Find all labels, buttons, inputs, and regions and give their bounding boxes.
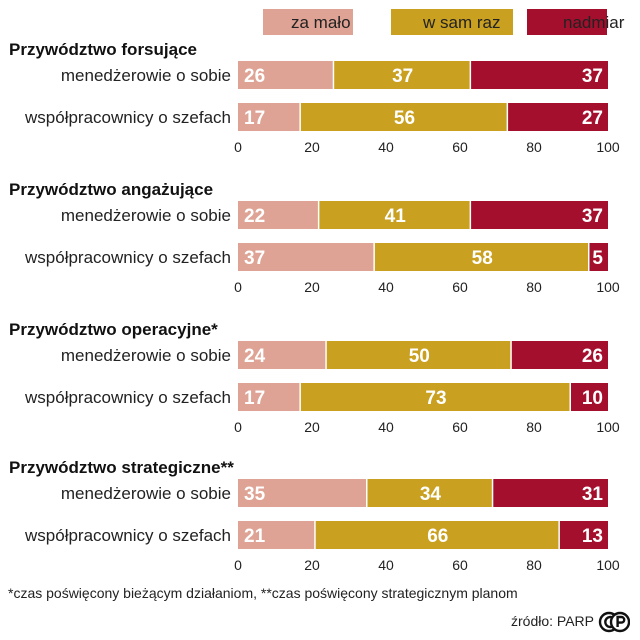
x-tick-label: 0 (234, 139, 242, 155)
data-label-nadmiar: 5 (592, 248, 603, 269)
x-tick-label: 60 (452, 139, 468, 155)
bar-segment-za_malo (238, 521, 315, 549)
row-label: współpracownicy o szefach (24, 108, 231, 127)
data-label-za_malo: 37 (244, 248, 265, 269)
bar-segment-za_malo (238, 341, 326, 369)
bar-segment-nadmiar (511, 341, 608, 369)
row-label: współpracownicy o szefach (24, 388, 231, 407)
x-tick-label: 60 (452, 279, 468, 295)
bar-segment-nadmiar (559, 521, 608, 549)
data-label-w_sam_raz: 58 (472, 248, 493, 269)
data-label-nadmiar: 13 (582, 526, 603, 547)
bar-segment-nadmiar (508, 103, 608, 131)
x-tick-label: 60 (452, 557, 468, 573)
group-title: Przywództwo angażujące (9, 180, 213, 199)
x-tick-label: 40 (378, 419, 394, 435)
bar-segment-w_sam_raz (334, 61, 470, 89)
data-label-w_sam_raz: 56 (394, 108, 415, 129)
source-label: źródło: PARP (511, 613, 594, 629)
x-tick-label: 80 (526, 279, 542, 295)
data-label-w_sam_raz: 34 (420, 484, 442, 505)
x-tick-label: 40 (378, 557, 394, 573)
x-tick-label: 100 (596, 557, 620, 573)
group-title: Przywództwo strategiczne** (9, 458, 234, 477)
data-label-w_sam_raz: 66 (427, 526, 448, 547)
x-tick-label: 0 (234, 279, 242, 295)
bar-segment-za_malo (238, 201, 318, 229)
bar-segment-w_sam_raz (300, 383, 570, 411)
data-label-nadmiar: 26 (582, 346, 603, 367)
bar-segment-za_malo (238, 479, 366, 507)
bar-segment-nadmiar (571, 383, 608, 411)
x-tick-label: 40 (378, 139, 394, 155)
data-label-w_sam_raz: 73 (425, 388, 446, 409)
legend-label-w_sam_raz: w sam raz (422, 13, 500, 32)
bar-segment-nadmiar (493, 479, 608, 507)
data-label-za_malo: 17 (244, 388, 265, 409)
bar-segment-nadmiar (589, 243, 608, 271)
bar-segment-w_sam_raz (319, 201, 470, 229)
x-tick-label: 60 (452, 419, 468, 435)
x-tick-label: 80 (526, 419, 542, 435)
group-title: Przywództwo forsujące (9, 40, 197, 59)
creative-commons-icon (598, 611, 630, 633)
legend-swatch-w_sam_raz (391, 9, 513, 35)
data-label-za_malo: 35 (244, 484, 266, 505)
x-tick-label: 100 (596, 419, 620, 435)
x-tick-label: 40 (378, 279, 394, 295)
data-label-w_sam_raz: 41 (385, 206, 407, 227)
bar-segment-w_sam_raz (367, 479, 492, 507)
bar-segment-nadmiar (471, 201, 608, 229)
x-tick-label: 80 (526, 139, 542, 155)
bar-segment-nadmiar (471, 61, 608, 89)
x-tick-label: 0 (234, 419, 242, 435)
stacked-bar-chart: za mało w sam raz nadmiar Przywództwo forsu… (9, 9, 625, 573)
x-tick-label: 20 (304, 557, 320, 573)
data-label-za_malo: 24 (244, 346, 266, 367)
bar-segment-za_malo (238, 243, 374, 271)
data-label-w_sam_raz: 37 (392, 66, 413, 87)
data-label-nadmiar: 31 (582, 484, 604, 505)
x-tick-label: 20 (304, 139, 320, 155)
bar-segment-w_sam_raz (300, 103, 507, 131)
data-label-za_malo: 22 (244, 206, 265, 227)
data-label-za_malo: 21 (244, 526, 266, 547)
row-label: menedżerowie o sobie (61, 346, 231, 365)
row-label: menedżerowie o sobie (61, 206, 231, 225)
data-label-za_malo: 26 (244, 66, 265, 87)
data-label-za_malo: 17 (244, 108, 265, 129)
bar-segment-w_sam_raz (326, 341, 511, 369)
x-tick-label: 80 (526, 557, 542, 573)
data-label-nadmiar: 37 (582, 66, 603, 87)
row-label: menedżerowie o sobie (61, 484, 231, 503)
bar-segment-w_sam_raz (374, 243, 588, 271)
bar-segment-za_malo (238, 61, 333, 89)
x-tick-label: 100 (596, 279, 620, 295)
x-tick-label: 100 (596, 139, 620, 155)
data-label-w_sam_raz: 50 (409, 346, 430, 367)
legend-label-za_malo: za mało (291, 13, 351, 32)
bar-segment-za_malo (238, 103, 300, 131)
group-title: Przywództwo operacyjne* (9, 320, 218, 339)
bar-segment-za_malo (238, 383, 300, 411)
row-label: współpracownicy o szefach (24, 248, 231, 267)
data-label-nadmiar: 10 (582, 388, 603, 409)
data-label-nadmiar: 37 (582, 206, 603, 227)
x-tick-label: 20 (304, 279, 320, 295)
x-tick-label: 20 (304, 419, 320, 435)
row-label: menedżerowie o sobie (61, 66, 231, 85)
footnote: *czas poświęcony bieżącym działaniom, **… (8, 585, 518, 601)
bar-segment-w_sam_raz (315, 521, 559, 549)
legend-swatch-nadmiar (527, 9, 607, 35)
legend-label-nadmiar: nadmiar (563, 13, 625, 32)
data-label-nadmiar: 27 (582, 108, 603, 129)
x-tick-label: 0 (234, 557, 242, 573)
row-label: współpracownicy o szefach (24, 526, 231, 545)
legend-swatch-za_malo (263, 9, 353, 35)
